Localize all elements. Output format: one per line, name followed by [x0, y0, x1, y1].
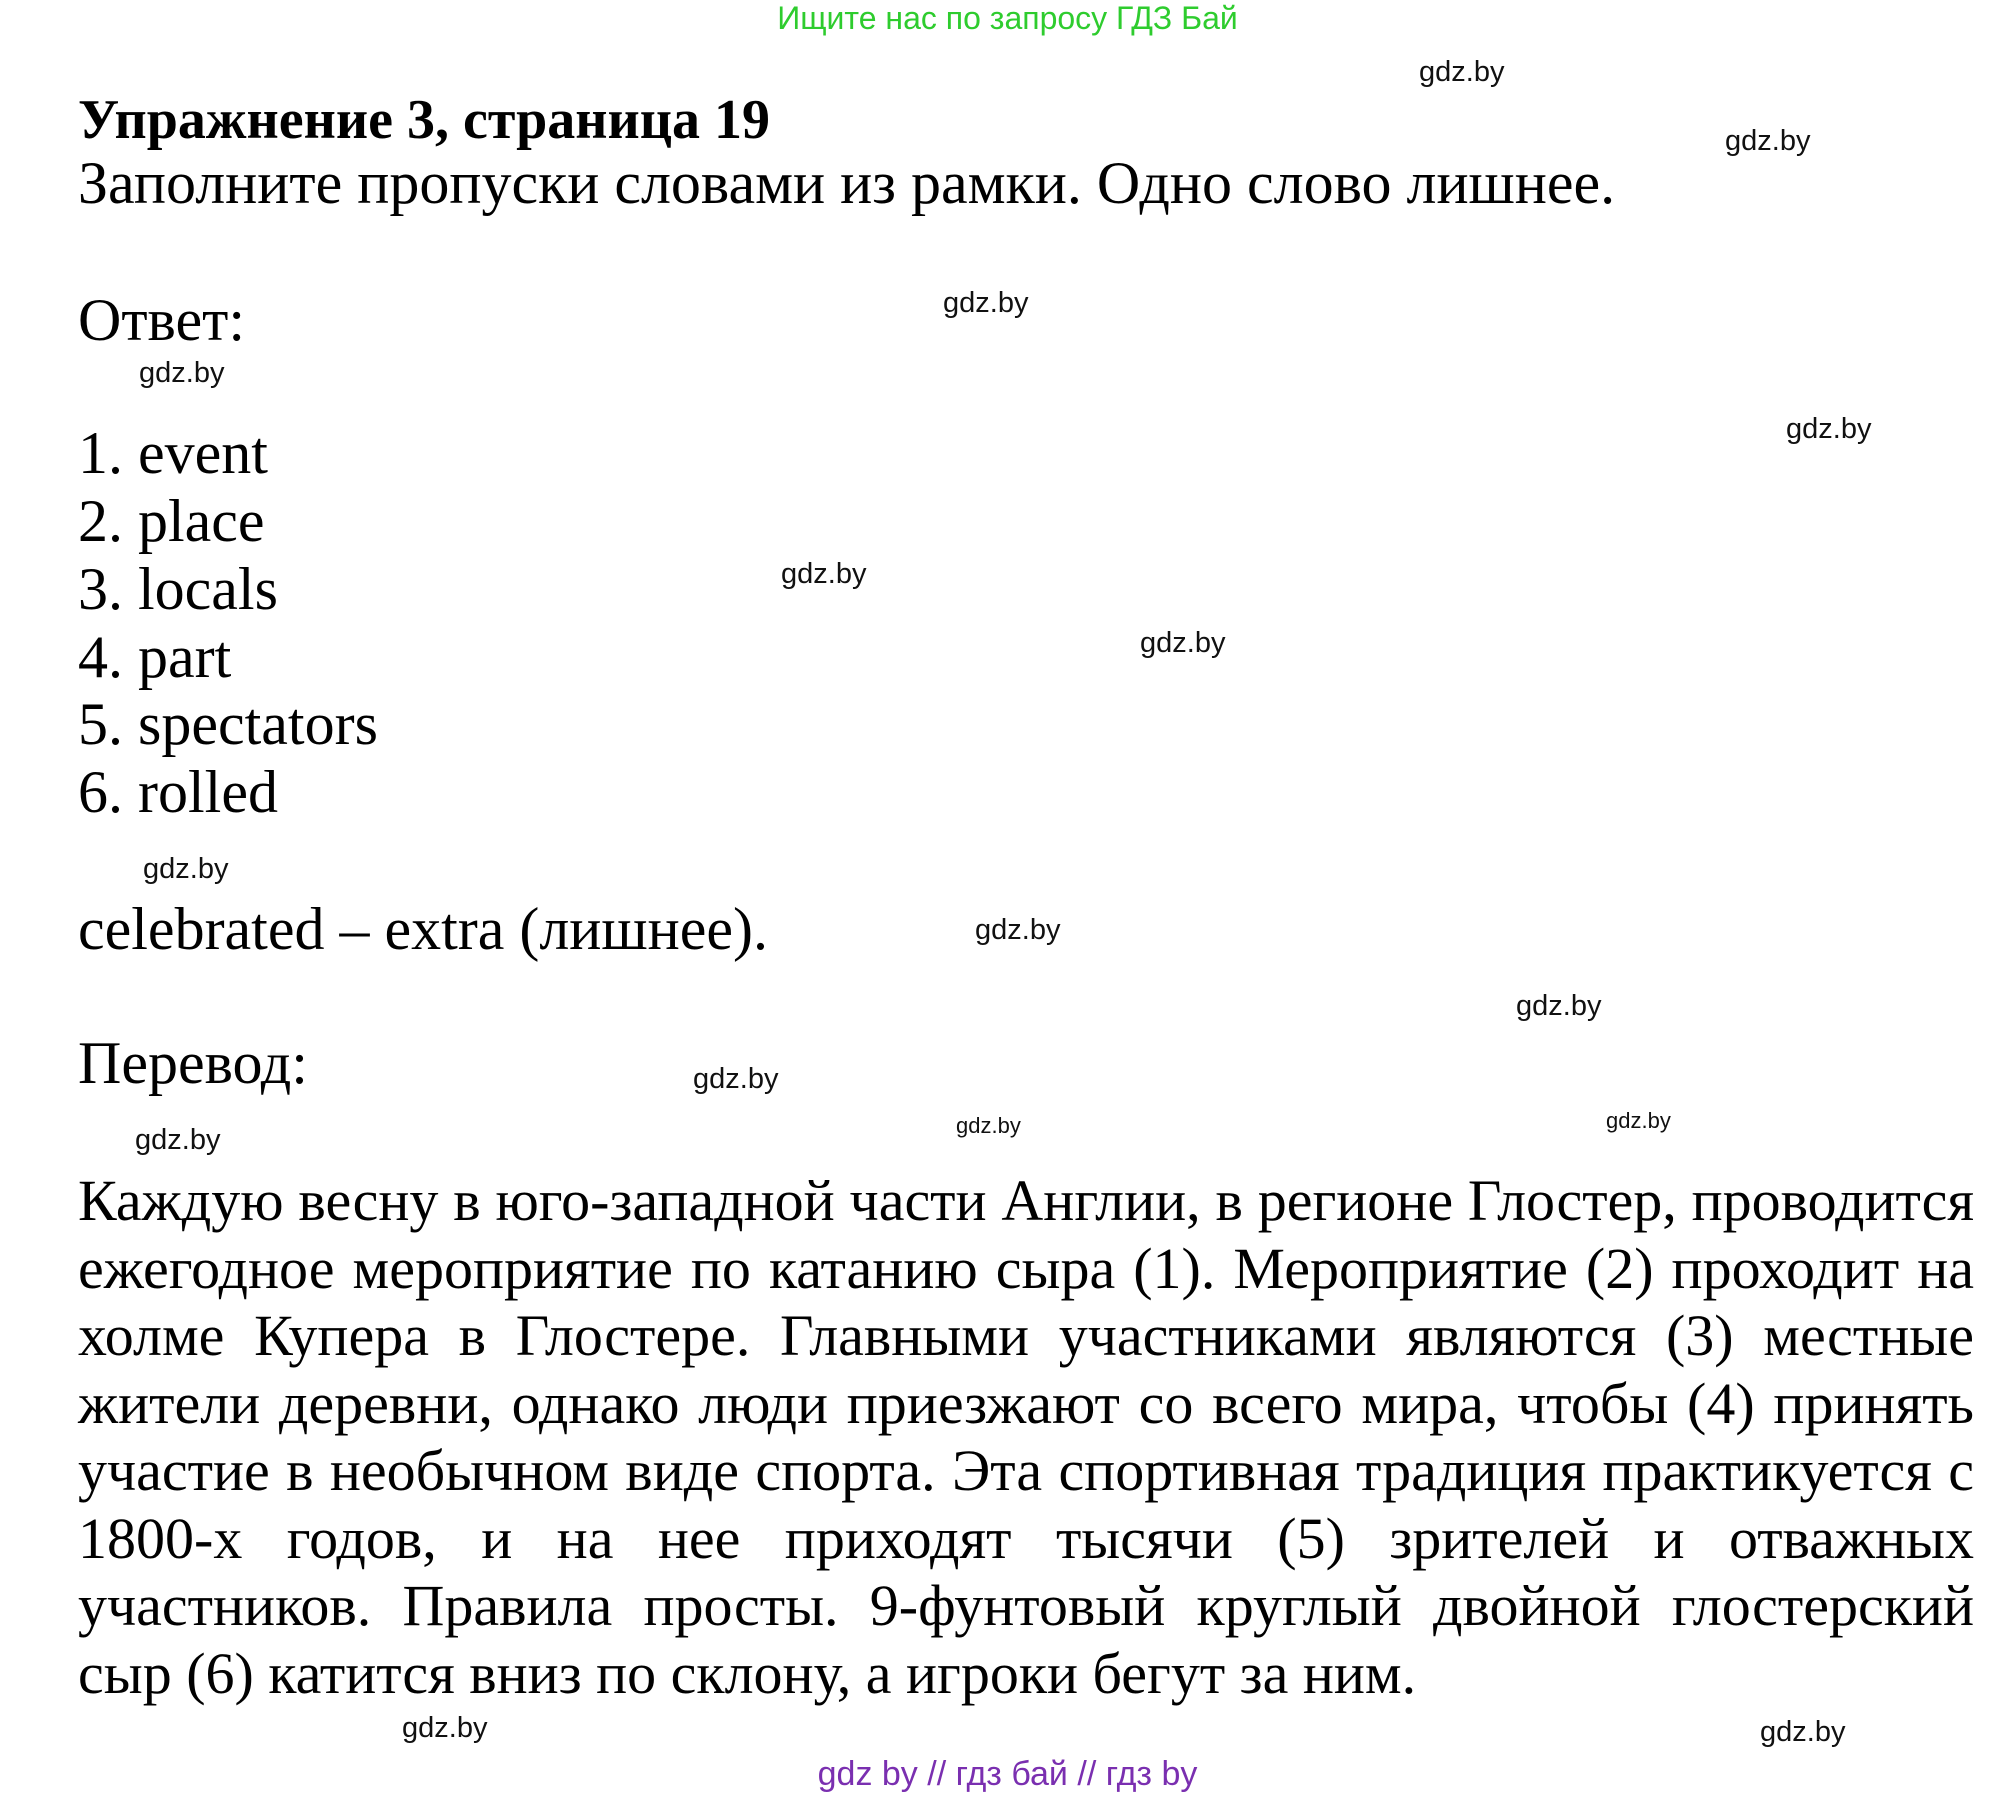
answer-item: 1. event — [78, 420, 268, 486]
watermark: gdz.by — [402, 1712, 488, 1744]
watermark: gdz.by — [1419, 56, 1505, 88]
paragraph-line: ежегодное мероприятие по катанию сыра (1… — [78, 1235, 1974, 1301]
watermark: gdz.by — [1786, 413, 1872, 445]
paragraph-line: жители деревни, однако люди приезжают со… — [78, 1370, 1974, 1436]
paragraph-line: участников. Правила просты. 9-фунтовый к… — [78, 1573, 1974, 1638]
page-title: Упражнение 3, страница 19 — [78, 89, 771, 151]
translation-label: Перевод: — [78, 1030, 308, 1096]
answer-label: Ответ: — [78, 287, 246, 353]
extra-word-note: celebrated – extra (лишнее). — [78, 896, 768, 962]
paragraph-line: 1800-х годов, и на нее приходят тысячи (… — [78, 1505, 1974, 1571]
paragraph-line: участие в необычном виде спорта. Эта спо… — [78, 1438, 1974, 1503]
watermark: gdz.by — [975, 914, 1061, 946]
paragraph-line: холме Купера в Глостере. Главными участн… — [78, 1303, 1974, 1368]
footer-links: gdz by // гдз бай // гдз by — [817, 1755, 1198, 1793]
answer-item: 2. place — [78, 488, 265, 554]
search-banner: Ищите нас по запросу ГДЗ Бай — [777, 0, 1238, 36]
paragraph-line: сыр (6) катится вниз по склону, а игроки… — [78, 1640, 1417, 1706]
answer-item: 4. part — [78, 624, 232, 690]
answer-item: 5. spectators — [78, 691, 378, 757]
watermark: gdz.by — [1725, 125, 1811, 157]
instruction: Заполните пропуски словами из рамки. Одн… — [78, 150, 1616, 216]
watermark: gdz.by — [781, 558, 867, 590]
watermark: gdz.by — [943, 287, 1029, 319]
translation-paragraph: Каждую весну в юго-западной части Англии… — [78, 1167, 1974, 1707]
watermark: gdz.by — [1140, 627, 1226, 659]
watermark: gdz.by — [1760, 1716, 1846, 1748]
watermark: gdz.by — [143, 853, 229, 885]
watermark: gdz.by — [956, 1113, 1021, 1138]
answer-item: 6. rolled — [78, 759, 278, 825]
paragraph-line: Каждую весну в юго-западной части Англии… — [78, 1168, 1974, 1233]
watermark: gdz.by — [135, 1124, 221, 1156]
watermark: gdz.by — [1606, 1108, 1671, 1133]
watermark: gdz.by — [693, 1063, 779, 1095]
watermark: gdz.by — [1516, 990, 1602, 1022]
watermark: gdz.by — [139, 357, 225, 389]
answer-item: 3. locals — [78, 556, 278, 622]
